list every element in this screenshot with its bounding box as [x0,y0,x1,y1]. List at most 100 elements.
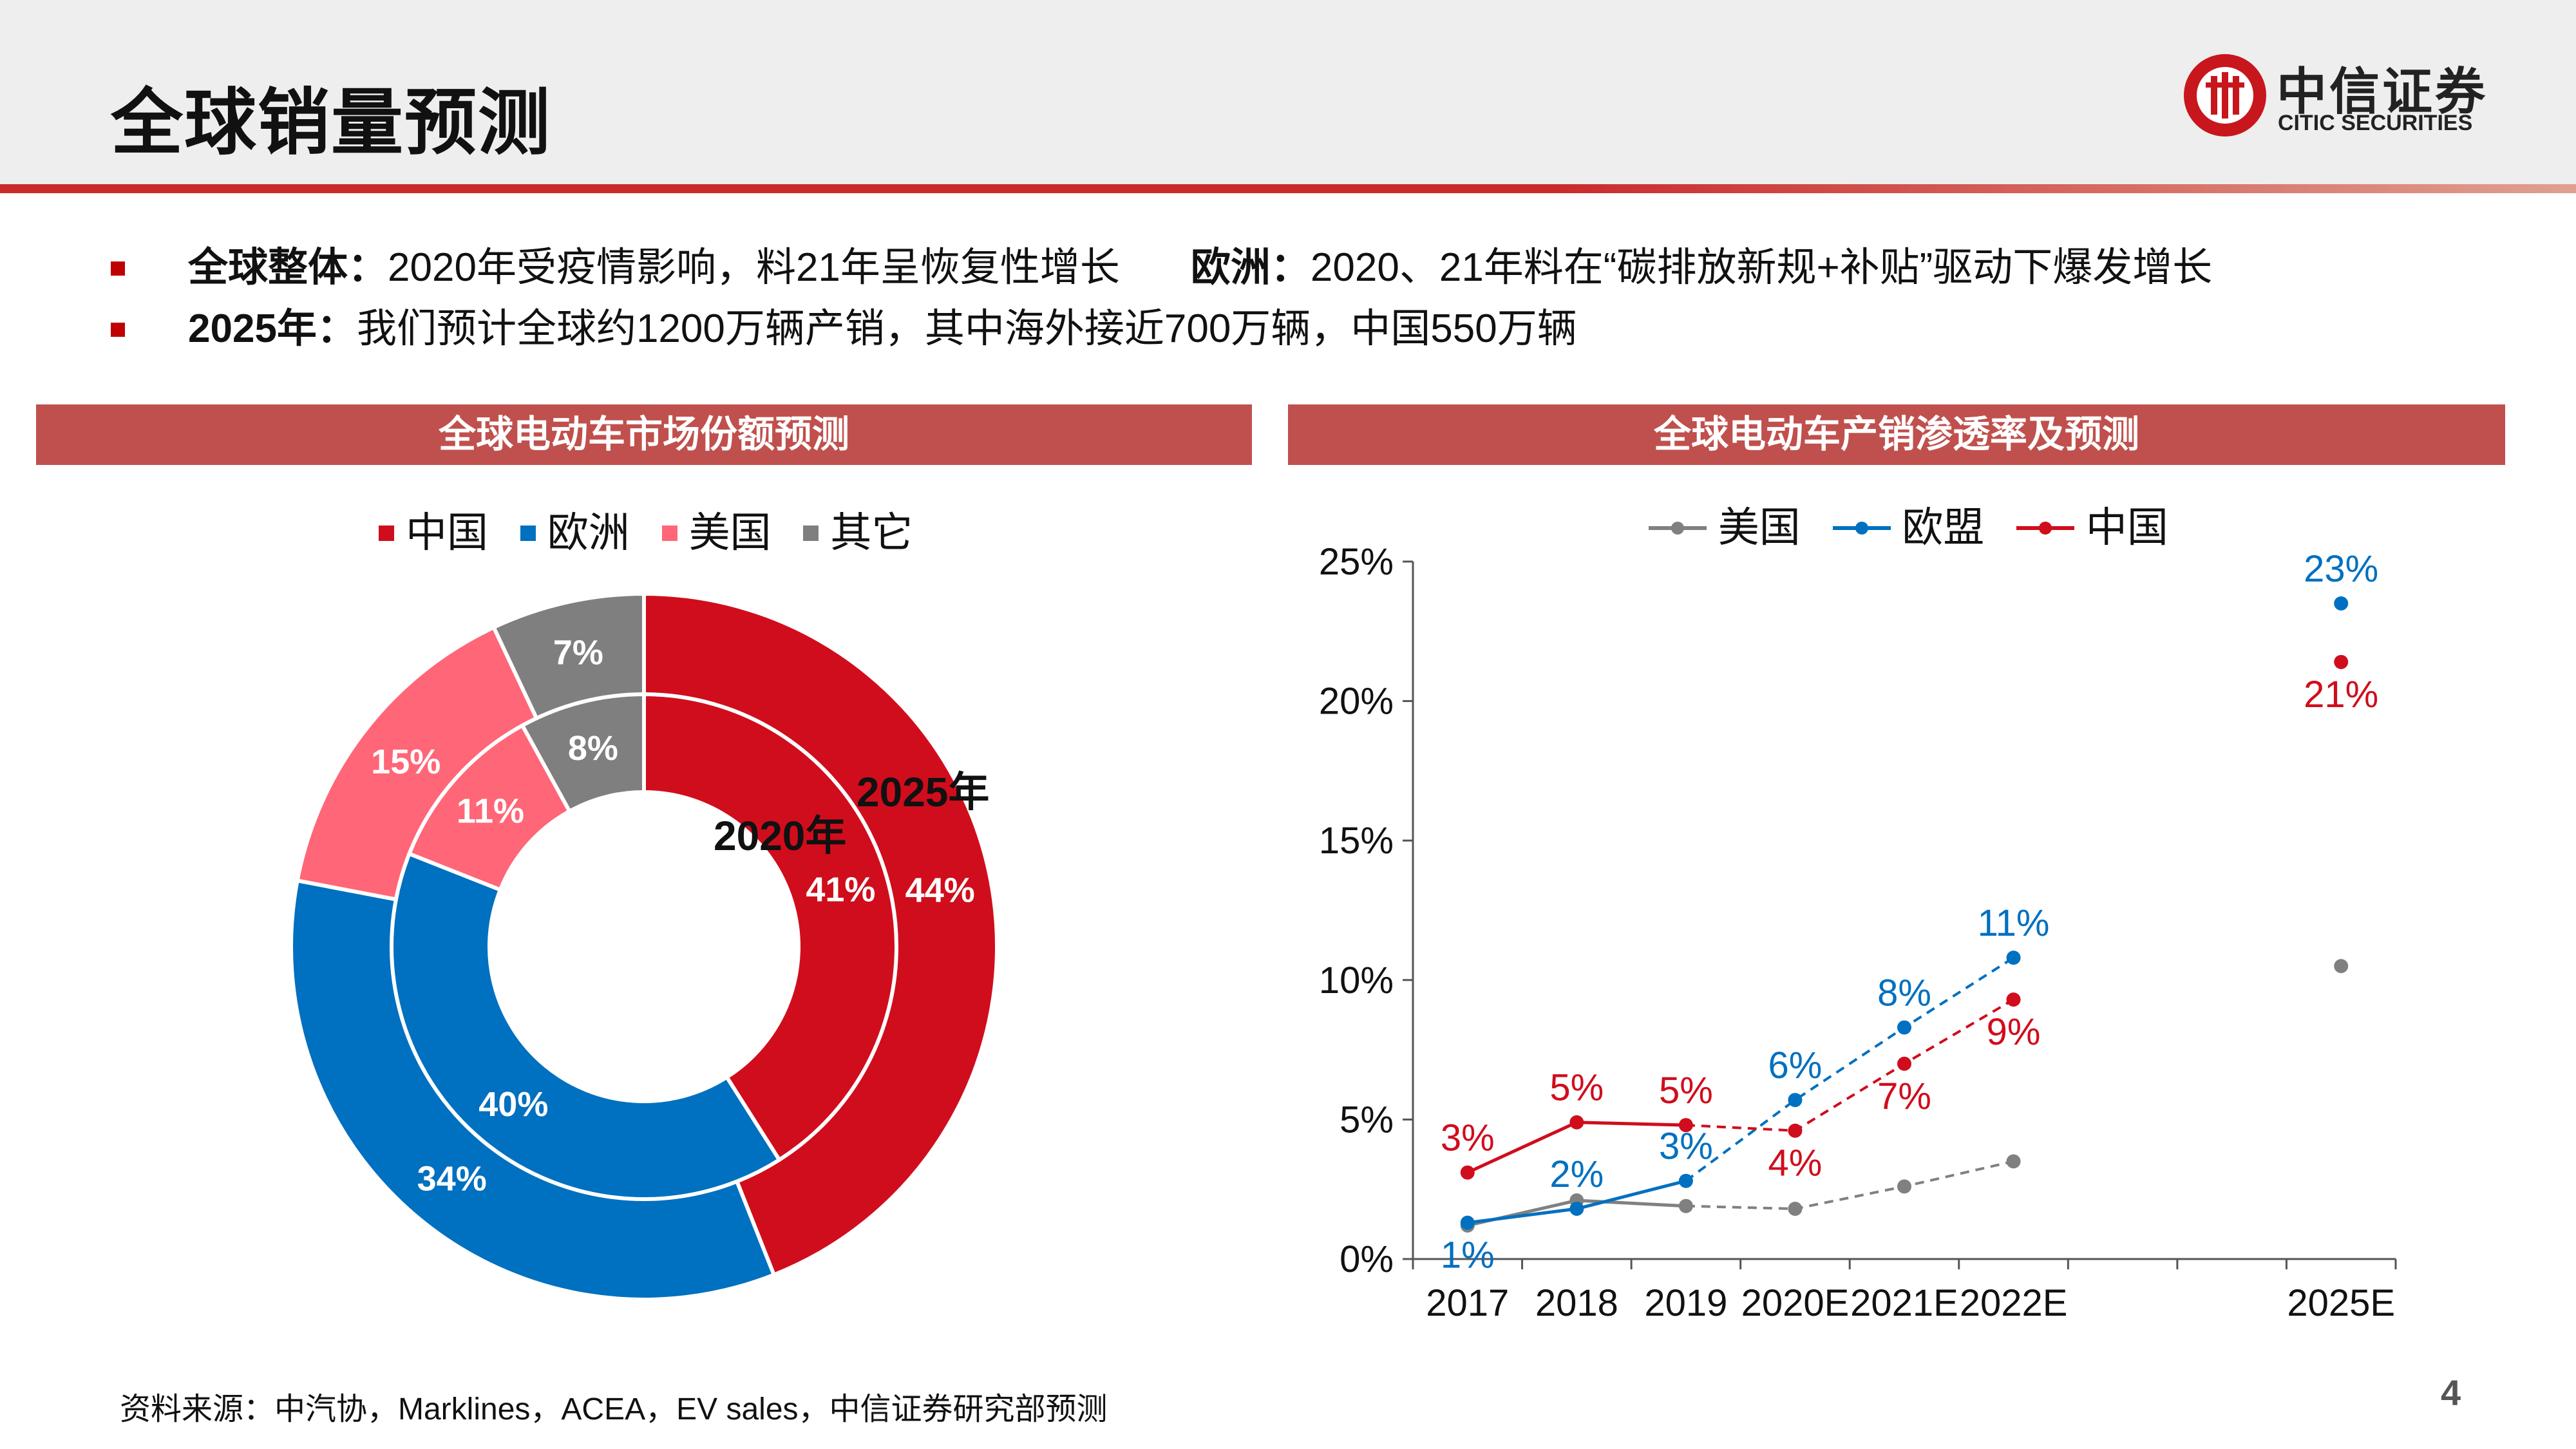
ring-label-outer: 2025年 [857,769,989,815]
donut-slice-inner-其它 [520,692,646,814]
data-point-中国 [1897,1056,1911,1071]
legend-swatch [520,526,536,542]
y-tick-label: 15% [1319,820,1394,862]
data-point-中国 [2006,992,2021,1007]
legend-item-china: 中国 [2016,504,2168,551]
x-tick-label: 2019 [1644,1282,1727,1324]
citic-logo: 中信证券 CITIC SECURITIES [2180,50,2515,147]
bullet-text: 2020、21年料在“碳排放新规+补贴”驱动下爆发增长 [1310,245,2213,290]
y-tick-label: 5% [1340,1099,1394,1141]
page-number: 4 [2441,1372,2461,1413]
x-tick-label: 2021E [1850,1282,1958,1324]
donut-data-label: 40% [478,1085,548,1124]
bullet-text: 2020年受疫情影响，料21年呈恢复性增长 [388,245,1120,290]
data-point-欧盟 [1788,1093,1803,1108]
data-point-美国 [1678,1198,1693,1213]
data-point-欧盟 [2334,596,2349,611]
ring-label-inner: 2020年 [714,813,846,859]
data-point-美国 [1897,1179,1911,1194]
bullet-heading: 欧洲： [1190,245,1311,290]
data-label-中国: 3% [1441,1117,1495,1159]
data-point-中国 [1788,1123,1803,1138]
y-tick-label: 25% [1319,541,1394,583]
data-label-欧盟: 23% [2304,548,2378,590]
bullet-heading: 2025年： [188,307,357,351]
data-point-欧盟 [1460,1215,1475,1230]
data-point-中国 [1569,1115,1584,1130]
data-point-欧盟 [1897,1020,1911,1035]
x-tick-label: 2025E [2287,1282,2395,1324]
data-label-欧盟: 8% [1877,972,1931,1014]
page-title: 全球销量预测 [111,82,551,163]
data-point-中国 [2334,654,2349,669]
donut-data-label: 34% [417,1160,487,1198]
y-tick-label: 20% [1319,681,1394,723]
x-tick-label: 2020E [1741,1282,1850,1324]
legend-item-usa: 美国 [1649,504,1812,551]
legend-item-europe: 欧盟 [1832,504,1996,551]
left-panel-title: 全球电动车市场份额预测 [36,404,1252,465]
bullet-square-icon [111,261,125,276]
donut-slice-inner-中国 [642,692,898,1163]
data-point-欧盟 [1678,1173,1693,1188]
data-label-欧盟: 11% [1978,902,2050,944]
data-label-中国: 7% [1877,1075,1931,1117]
data-point-美国 [2334,959,2349,974]
donut-data-label: 41% [806,870,875,909]
donut-legend: 中国 欧洲 美国 其它 [379,500,933,559]
legend-swatch [379,526,394,542]
data-label-欧盟: 1% [1441,1235,1495,1276]
data-point-欧盟 [2006,951,2021,965]
legend-item-europe: 欧洲 [520,509,630,556]
x-tick-label: 2018 [1535,1282,1618,1324]
data-label-欧盟: 3% [1659,1126,1713,1168]
bullet-heading: 全球整体： [188,245,388,290]
data-point-中国 [1460,1165,1475,1180]
donut-data-label: 7% [553,633,603,672]
data-label-中国: 5% [1549,1067,1604,1109]
legend-swatch [661,526,677,542]
data-label-欧盟: 6% [1768,1045,1823,1086]
data-point-欧盟 [1569,1202,1584,1217]
donut-data-label: 15% [371,743,440,781]
line-legend: 美国 欧盟 中国 [1649,495,2189,554]
data-label-中国: 21% [2304,674,2378,715]
right-panel-title: 全球电动车产销渗透率及预测 [1288,404,2505,465]
donut-data-label: 44% [905,871,975,909]
y-tick-label: 10% [1319,960,1394,1001]
legend-item-usa: 美国 [661,509,772,556]
bullet-text: 我们预计全球约1200万辆产销，其中海外接近700万辆，中国550万辆 [356,307,1577,351]
data-point-美国 [2006,1154,2021,1169]
data-point-中国 [1678,1118,1693,1133]
donut-slice-inner-欧洲 [390,851,782,1201]
logo-text-cn: 中信证券 [2277,63,2488,120]
legend-line-china [2016,522,2075,535]
data-point-美国 [1788,1202,1803,1217]
legend-swatch [803,526,819,542]
donut-data-label: 11% [457,792,524,831]
y-tick-label: 0% [1340,1238,1394,1280]
series-line-forecast-中国 [1685,998,2014,1132]
legend-line-usa [1649,522,1707,535]
header-bar [0,0,2576,184]
data-label-中国: 9% [1987,1011,2041,1053]
source-note: 资料来源：中汽协，Marklines，ACEA，EV sales，中信证券研究部… [120,1392,1108,1426]
donut-data-label: 8% [568,729,618,768]
bullet-list: 全球整体：2020年受疫情影响，料21年呈恢复性增长 欧洲：2020、21年料在“… [111,237,2212,359]
citic-logo-icon [2184,54,2266,137]
bullet-item: 2025年：我们预计全球约1200万辆产销，其中海外接近700万辆，中国550万… [111,298,2212,359]
data-label-中国: 4% [1768,1142,1823,1184]
legend-item-other: 其它 [803,509,913,556]
x-tick-label: 2022E [1960,1282,2068,1324]
x-tick-label: 2017 [1426,1282,1509,1324]
legend-line-europe [1832,522,1891,535]
header-divider [0,184,2576,193]
logo-text-en: CITIC SECURITIES [2278,111,2473,135]
bullet-item: 全球整体：2020年受疫情影响，料21年呈恢复性增长 欧洲：2020、21年料在“… [111,237,2212,298]
series-line-forecast-欧盟 [1685,956,2014,1182]
data-label-欧盟: 2% [1549,1153,1604,1195]
data-label-中国: 5% [1659,1070,1713,1112]
bullet-square-icon [111,323,125,337]
line-chart: 0%5%10%15%20%25%2017 2018 2019 2020E 2021E 20… [1319,541,2397,1324]
